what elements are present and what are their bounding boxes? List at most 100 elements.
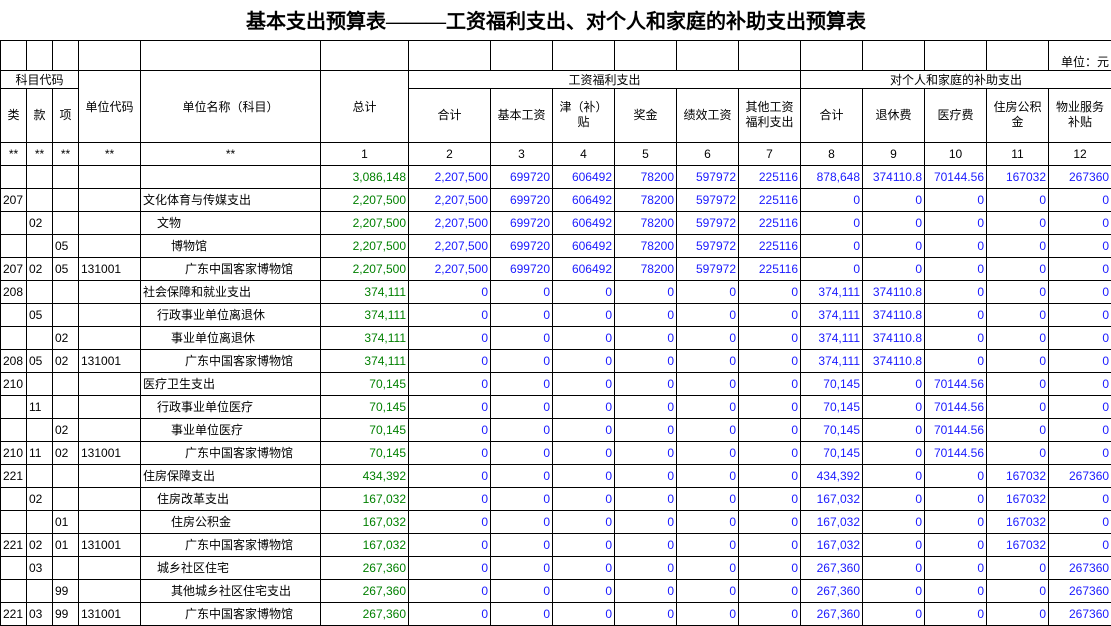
total-cell: 2,207,500 [320, 210, 409, 235]
total-cell: 167,032 [320, 486, 409, 511]
amount-cell: 70144.56 [924, 417, 987, 442]
amount-cell: 0 [614, 417, 677, 442]
amount-cell: 374,111 [800, 302, 863, 327]
amount-cell: 0 [862, 463, 925, 488]
amount-cell: 0 [800, 256, 863, 281]
amount-cell: 0 [614, 509, 677, 534]
amount-cell: 0 [552, 279, 615, 304]
total-cell: 267,360 [320, 578, 409, 603]
code-cell: 02 [26, 210, 53, 235]
code-cell [78, 210, 141, 235]
code-cell [78, 417, 141, 442]
amount-cell: 2,207,500 [408, 210, 491, 235]
amount-cell: 699720 [490, 256, 553, 281]
cell [552, 39, 615, 71]
amount-cell: 597972 [676, 233, 739, 258]
amount-cell: 0 [614, 532, 677, 557]
name-cell: 事业单位医疗 [140, 417, 321, 442]
amount-cell: 0 [490, 348, 553, 373]
code-cell [78, 371, 141, 396]
amount-cell: 70144.56 [924, 440, 987, 465]
amount-cell: 0 [862, 210, 925, 235]
cell [738, 39, 801, 71]
amount-cell: 0 [986, 256, 1049, 281]
amount-cell: 0 [738, 555, 801, 580]
amount-cell: 0 [676, 578, 739, 603]
amount-cell: 0 [614, 325, 677, 350]
code-cell [26, 279, 53, 304]
amount-cell: 70144.56 [924, 371, 987, 396]
code-cell: 131001 [78, 256, 141, 281]
amount-cell: 167,032 [800, 509, 863, 534]
amount-cell: 0 [490, 417, 553, 442]
total-cell: 374,111 [320, 348, 409, 373]
column-header: 其他工资福利支出 [738, 87, 801, 143]
amount-cell: 167032 [986, 463, 1049, 488]
code-cell: 11 [26, 394, 53, 419]
code-cell [52, 164, 79, 189]
amount-cell: 0 [1047, 417, 1111, 442]
amount-cell: 0 [552, 394, 615, 419]
amount-cell: 167032 [986, 509, 1049, 534]
amount-cell: 374110.8 [862, 325, 925, 350]
code-header: 款 [26, 87, 53, 143]
name-cell: 行政事业单位离退休 [140, 302, 321, 327]
amount-cell: 597972 [676, 187, 739, 212]
amount-cell: 606492 [552, 256, 615, 281]
amount-cell: 0 [986, 187, 1049, 212]
code-header: 类 [0, 87, 27, 143]
amount-cell: 0 [800, 233, 863, 258]
code-cell [0, 578, 27, 603]
amount-cell: 0 [408, 325, 491, 350]
amount-cell: 267,360 [800, 555, 863, 580]
code-cell [26, 463, 53, 488]
cell [52, 39, 79, 71]
table-row: 05 博物馆 2,207,500 2,207,500 699720 606492 78200… [0, 233, 1111, 258]
amount-cell: 0 [676, 371, 739, 396]
amount-cell: 0 [738, 601, 801, 626]
code-cell: 207 [0, 187, 27, 212]
name-cell: 住房保障支出 [140, 463, 321, 488]
amount-cell: 0 [862, 440, 925, 465]
total-cell: 2,207,500 [320, 256, 409, 281]
table-row: 03 城乡社区住宅 267,360 0 0 0 0 0 0 267,360 0 0 0 267360 [0, 555, 1111, 580]
table-row: 210 11 02 131001 广东中国客家博物馆 70,145 0 0 0 0 0 0 70,145… [0, 440, 1111, 465]
code-cell: 02 [26, 532, 53, 557]
code-cell: 05 [26, 302, 53, 327]
amount-cell: 0 [552, 325, 615, 350]
amount-cell: 0 [676, 348, 739, 373]
amount-cell: 0 [676, 302, 739, 327]
code-cell [52, 555, 79, 580]
amount-cell: 70144.56 [924, 164, 987, 189]
amount-cell: 78200 [614, 233, 677, 258]
total-cell: 167,032 [320, 509, 409, 534]
code-cell: 131001 [78, 348, 141, 373]
cell [676, 39, 739, 71]
amount-cell: 0 [1047, 509, 1111, 534]
amount-cell: 225116 [738, 187, 801, 212]
amount-cell: 0 [614, 302, 677, 327]
total-cell: 70,145 [320, 371, 409, 396]
table-row: 02 文物 2,207,500 2,207,500 699720 606492 78200 5… [0, 210, 1111, 235]
amount-cell: 0 [986, 371, 1049, 396]
group-header: 工资福利支出 [408, 69, 801, 89]
column-header: 物业服务补贴 [1047, 87, 1111, 143]
code-cell [52, 486, 79, 511]
column-number: 1 [320, 141, 409, 166]
amount-cell: 0 [924, 509, 987, 534]
amount-cell: 225116 [738, 164, 801, 189]
amount-cell: 78200 [614, 164, 677, 189]
amount-cell: 0 [408, 532, 491, 557]
code-cell [0, 325, 27, 350]
amount-cell: 0 [408, 486, 491, 511]
amount-cell: 606492 [552, 210, 615, 235]
amount-cell: 0 [862, 486, 925, 511]
amount-cell: 70,145 [800, 417, 863, 442]
code-cell [0, 302, 27, 327]
code-cell [0, 417, 27, 442]
amount-cell: 167032 [986, 486, 1049, 511]
amount-cell: 374,111 [800, 279, 863, 304]
amount-cell: 267360 [1047, 601, 1111, 626]
column-number: 2 [408, 141, 491, 166]
